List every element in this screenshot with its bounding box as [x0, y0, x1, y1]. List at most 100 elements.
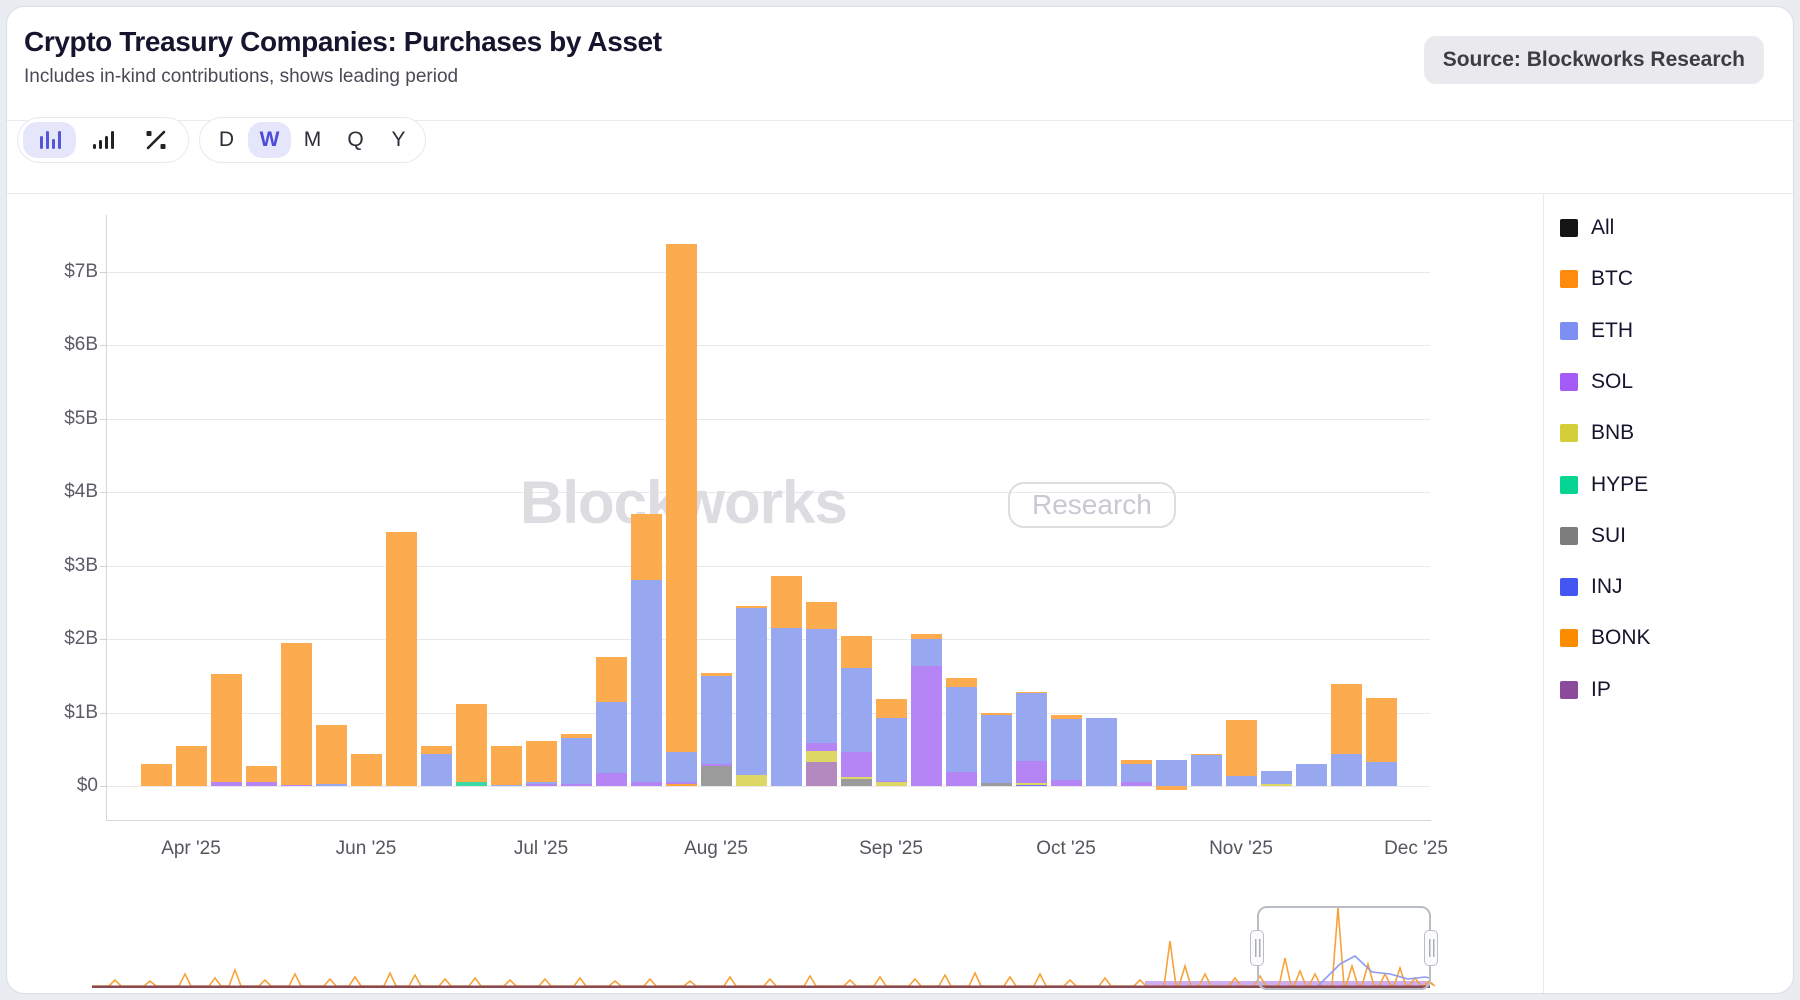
- bar-segment-bnb[interactable]: [1016, 783, 1047, 785]
- legend-item-bnb[interactable]: BNB: [1560, 421, 1634, 444]
- bar-segment-sol[interactable]: [1016, 761, 1047, 784]
- bar-segment-btc[interactable]: [701, 672, 732, 676]
- bar-segment-eth[interactable]: [316, 783, 347, 786]
- bar-segment-sui[interactable]: [981, 783, 1012, 786]
- bar-segment-btc[interactable]: [281, 643, 312, 785]
- bar-segment-bnb[interactable]: [841, 777, 872, 780]
- legend-item-btc[interactable]: BTC: [1560, 267, 1633, 290]
- legend-item-all[interactable]: All: [1560, 216, 1614, 239]
- period-button-y[interactable]: Y: [391, 128, 406, 151]
- bar-segment-btc[interactable]: [1156, 786, 1187, 791]
- bar-segment-btc[interactable]: [771, 575, 802, 628]
- bar-segment-bnb[interactable]: [1261, 783, 1292, 786]
- legend-item-sol[interactable]: SOL: [1560, 370, 1633, 393]
- bar-segment-eth[interactable]: [841, 668, 872, 753]
- period-button-d[interactable]: D: [218, 128, 235, 151]
- bar-segment-sol[interactable]: [281, 784, 312, 786]
- bar-segment-sol[interactable]: [876, 780, 907, 783]
- bar-segment-btc[interactable]: [876, 699, 907, 719]
- percent-type-button[interactable]: [129, 122, 182, 158]
- legend-item-hype[interactable]: HYPE: [1560, 473, 1648, 496]
- bar-segment-sol[interactable]: [666, 781, 697, 784]
- bar-segment-eth[interactable]: [1191, 755, 1222, 786]
- bar-segment-eth[interactable]: [526, 782, 557, 784]
- bar-segment-btc[interactable]: [806, 602, 837, 629]
- bar-segment-btc[interactable]: [316, 724, 347, 784]
- bar-segment-sol[interactable]: [596, 772, 627, 786]
- bar-segment-eth[interactable]: [876, 718, 907, 781]
- navigator-right-handle[interactable]: [1424, 930, 1438, 966]
- bar-segment-bnb[interactable]: [736, 774, 767, 786]
- bar-segment-btc[interactable]: [841, 636, 872, 669]
- legend-item-inj[interactable]: INJ: [1560, 575, 1623, 598]
- navigator-selection-window[interactable]: [1257, 906, 1431, 990]
- bar-segment-eth[interactable]: [701, 675, 732, 764]
- legend-item-ip[interactable]: IP: [1560, 678, 1611, 701]
- bar-segment-eth[interactable]: [1086, 718, 1117, 786]
- bar-segment-eth[interactable]: [1156, 760, 1187, 786]
- bar-segment-eth[interactable]: [561, 738, 592, 784]
- bar-segment-eth[interactable]: [736, 608, 767, 775]
- bar-segment-eth[interactable]: [1016, 693, 1047, 761]
- bar-segment-eth[interactable]: [596, 702, 627, 773]
- bar-segment-btc[interactable]: [421, 745, 452, 754]
- bar-segment-sol[interactable]: [946, 772, 977, 786]
- bar-segment-btc[interactable]: [211, 673, 242, 782]
- period-button-m[interactable]: M: [303, 128, 322, 151]
- bar-segment-btc[interactable]: [456, 704, 487, 783]
- bar-segment-btc[interactable]: [246, 766, 277, 782]
- bar-segment-eth[interactable]: [1366, 761, 1397, 786]
- bar-segment-ip[interactable]: [806, 761, 837, 786]
- bar-segment-sol[interactable]: [1121, 782, 1152, 786]
- legend-item-eth[interactable]: ETH: [1560, 319, 1633, 342]
- bar-segment-eth[interactable]: [946, 686, 977, 773]
- bar-segment-btc[interactable]: [351, 754, 382, 786]
- bar-segment-btc[interactable]: [1121, 759, 1152, 764]
- bar-segment-sol[interactable]: [1051, 780, 1082, 786]
- bar-segment-eth[interactable]: [1226, 775, 1257, 786]
- bar-segment-btc[interactable]: [491, 745, 522, 785]
- bar-segment-bnb[interactable]: [876, 782, 907, 786]
- bar-segment-eth[interactable]: [1261, 771, 1292, 784]
- bar-segment-eth[interactable]: [911, 639, 942, 667]
- bar-segment-eth[interactable]: [1331, 753, 1362, 786]
- bar-segment-btc[interactable]: [981, 712, 1012, 716]
- navigator-left-handle[interactable]: [1250, 930, 1264, 966]
- bar-segment-eth[interactable]: [1296, 763, 1327, 786]
- bar-segment-btc[interactable]: [561, 733, 592, 739]
- legend-item-bonk[interactable]: BONK: [1560, 626, 1651, 649]
- bar-segment-btc[interactable]: [176, 745, 207, 786]
- bar-segment-sol[interactable]: [701, 763, 732, 767]
- bar-segment-btc[interactable]: [911, 633, 942, 639]
- bar-segment-btc[interactable]: [946, 677, 977, 687]
- bar-segment-sol[interactable]: [211, 781, 242, 786]
- bar-segment-btc[interactable]: [386, 532, 417, 786]
- bar-segment-bnb[interactable]: [806, 750, 837, 762]
- bar-segment-eth[interactable]: [806, 628, 837, 743]
- bar-segment-sol[interactable]: [841, 752, 872, 778]
- bar-segment-eth[interactable]: [981, 715, 1012, 784]
- stacked-bars-type-button[interactable]: [76, 122, 129, 158]
- bar-segment-btc[interactable]: [1051, 715, 1082, 720]
- bar-segment-eth[interactable]: [666, 752, 697, 782]
- bar-segment-btc[interactable]: [1331, 683, 1362, 754]
- bar-segment-btc[interactable]: [666, 243, 697, 753]
- legend-item-sui[interactable]: SUI: [1560, 524, 1626, 547]
- bar-segment-btc[interactable]: [596, 657, 627, 703]
- bar-segment-btc[interactable]: [526, 741, 557, 783]
- bar-segment-inj[interactable]: [1016, 784, 1047, 786]
- bar-segment-sol[interactable]: [526, 783, 557, 786]
- bar-segment-eth[interactable]: [771, 627, 802, 786]
- bar-segment-sol[interactable]: [246, 781, 277, 786]
- bar-segment-sol[interactable]: [806, 742, 837, 751]
- bar-segment-bonk[interactable]: [666, 783, 697, 786]
- bar-segment-btc[interactable]: [1226, 719, 1257, 776]
- navigator-minichart[interactable]: [90, 895, 1435, 995]
- bar-segment-sol[interactable]: [631, 782, 662, 786]
- bar-segment-hype[interactable]: [456, 782, 487, 786]
- bar-segment-eth[interactable]: [631, 580, 662, 783]
- bar-segment-btc[interactable]: [1016, 691, 1047, 694]
- bar-segment-btc[interactable]: [631, 514, 662, 581]
- bar-segment-sui[interactable]: [841, 779, 872, 786]
- bar-segment-eth[interactable]: [491, 784, 522, 786]
